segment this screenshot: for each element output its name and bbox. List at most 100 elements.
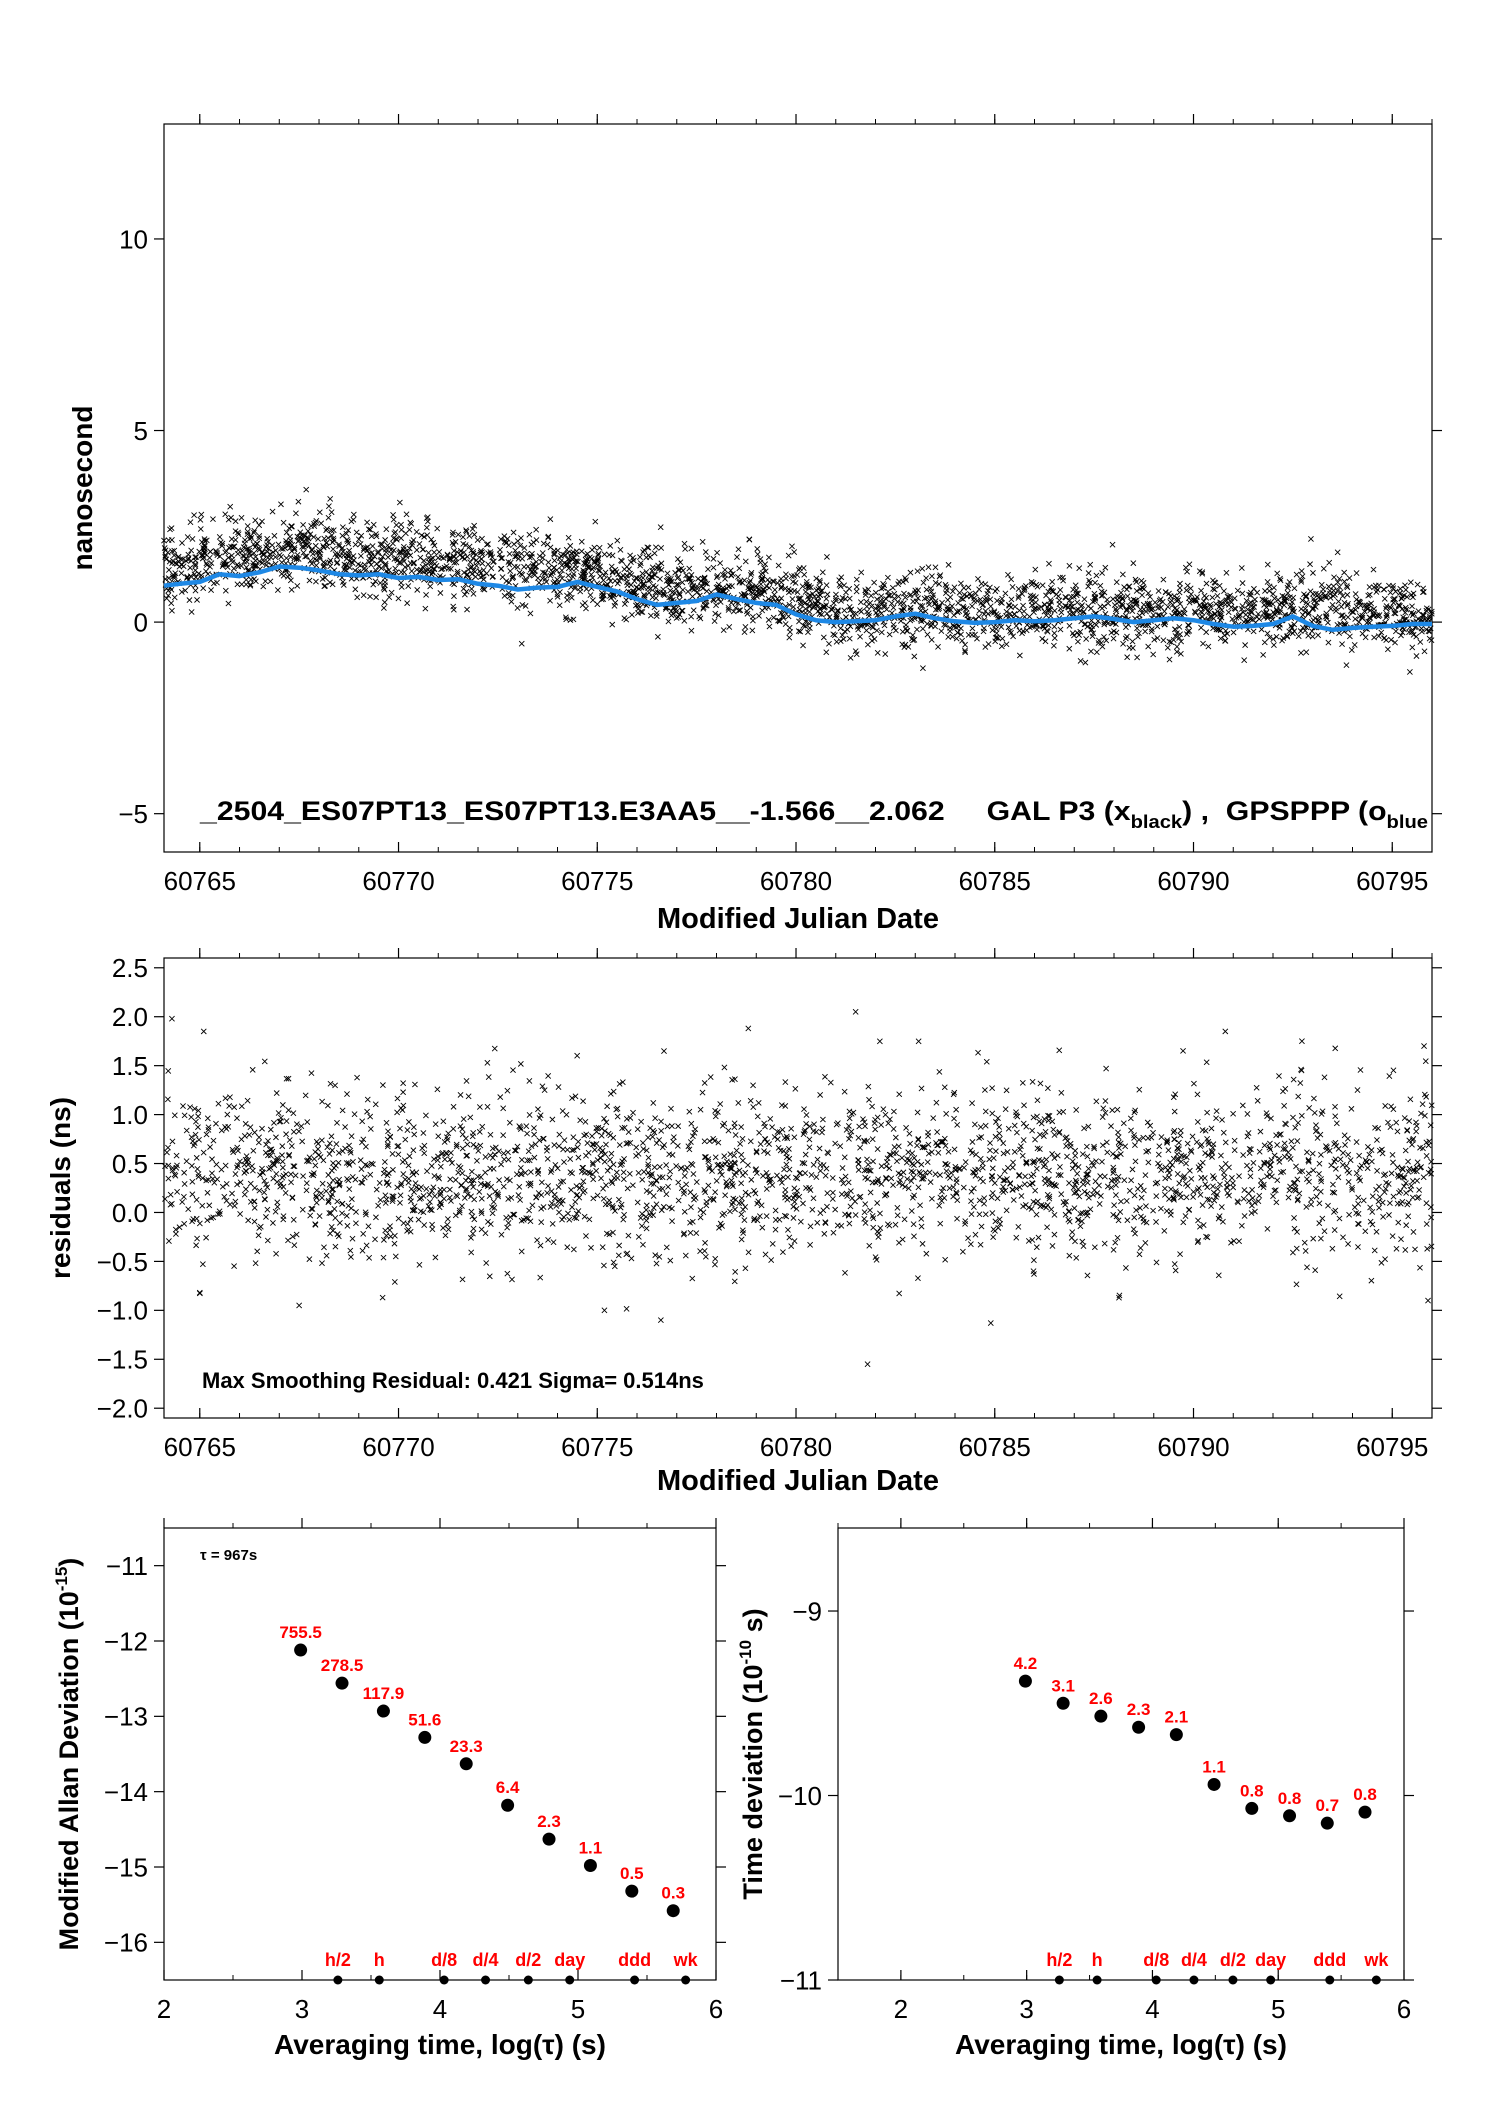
residual-point	[545, 1183, 551, 1189]
offset-point	[256, 522, 263, 529]
residual-point	[1110, 1246, 1117, 1253]
offset-point	[300, 549, 307, 556]
offset-point	[518, 640, 525, 647]
residual-point	[1150, 1129, 1156, 1136]
offset-point	[197, 526, 204, 532]
residual-point	[218, 1127, 225, 1134]
offset-point	[1331, 574, 1337, 581]
residual-point	[620, 1176, 627, 1183]
offset-point	[956, 608, 963, 615]
offset-point	[450, 603, 457, 610]
offset-point	[993, 586, 1000, 592]
offset-point	[559, 575, 565, 582]
offset-point	[905, 643, 912, 650]
residual-point	[1310, 1235, 1317, 1242]
residual-point	[951, 1146, 958, 1153]
residual-point	[555, 1184, 562, 1190]
residual-point	[1246, 1198, 1252, 1204]
offset-point	[1051, 635, 1058, 642]
residual-point	[1010, 1197, 1017, 1203]
offset-point	[1381, 635, 1387, 642]
offset-point	[1009, 584, 1016, 590]
residual-point	[523, 1123, 530, 1130]
residual-point	[1229, 1180, 1236, 1187]
offset-point	[1051, 630, 1058, 637]
offset-point	[327, 495, 334, 502]
offset-point	[260, 556, 267, 563]
offset-point	[339, 524, 346, 531]
offset-point	[977, 596, 984, 603]
offset-point	[800, 565, 807, 571]
offset-point	[1270, 609, 1277, 616]
offset-point	[1425, 606, 1432, 613]
residual-point	[165, 1068, 172, 1074]
residual-point	[850, 1109, 857, 1116]
residual-point	[598, 1175, 604, 1182]
residual-point	[803, 1112, 810, 1118]
offset-point	[914, 568, 921, 575]
residual-point	[349, 1235, 356, 1242]
residual-point	[981, 1087, 988, 1093]
offset-point	[243, 581, 250, 588]
residual-point	[538, 1205, 545, 1212]
offset-point	[837, 583, 844, 590]
offset-point	[1057, 605, 1064, 612]
residual-point	[627, 1114, 634, 1121]
residual-point	[682, 1252, 689, 1259]
offset-point	[1176, 623, 1183, 630]
offset-point	[746, 536, 753, 543]
residual-point	[1402, 1247, 1409, 1253]
offset-point	[1150, 612, 1157, 618]
residual-point	[1128, 1177, 1135, 1184]
residual-point	[272, 1208, 279, 1215]
residual-point	[279, 1152, 285, 1159]
residual-point	[162, 1163, 168, 1170]
residual-point	[465, 1093, 472, 1100]
offset-point	[222, 587, 229, 594]
residual-point	[1044, 1224, 1051, 1231]
residual-point	[969, 1100, 976, 1107]
offset-point	[1333, 607, 1339, 614]
offset-point	[269, 508, 276, 515]
residual-point	[193, 1242, 200, 1249]
offset-point	[1166, 656, 1173, 663]
offset-point	[259, 560, 266, 567]
residual-point	[633, 1144, 640, 1151]
residual-point	[802, 1170, 809, 1177]
residual-point	[1267, 1161, 1274, 1168]
residual-point	[1403, 1222, 1410, 1229]
residual-point	[452, 1177, 459, 1183]
offset-point	[219, 563, 226, 570]
residual-point	[1363, 1159, 1370, 1166]
residual-point	[1301, 1239, 1308, 1246]
residual-point	[203, 1131, 210, 1138]
residual-point	[911, 1192, 918, 1199]
offset-point	[352, 541, 359, 548]
residual-point	[1155, 1160, 1161, 1167]
residual-point	[834, 1222, 841, 1229]
residual-point	[1029, 1078, 1036, 1085]
residual-point	[332, 1243, 339, 1250]
residual-point	[722, 1192, 729, 1199]
residual-point	[852, 1212, 859, 1218]
residual-point	[1409, 1194, 1416, 1201]
residual-point	[681, 1208, 688, 1215]
offset-point	[1021, 587, 1027, 594]
offset-point	[232, 518, 239, 525]
offset-point	[785, 613, 792, 620]
offset-point	[427, 583, 434, 590]
offset-point	[710, 555, 717, 562]
residual-point	[252, 1260, 259, 1267]
offset-point	[507, 568, 514, 575]
residual-point	[1333, 1120, 1340, 1127]
residual-point	[527, 1169, 534, 1175]
residual-point	[1356, 1152, 1363, 1159]
offset-point	[1417, 639, 1424, 645]
residual-point	[1376, 1183, 1382, 1190]
residual-point	[1099, 1158, 1105, 1165]
residual-point	[1136, 1251, 1143, 1258]
offset-point	[1077, 628, 1084, 635]
residual-point	[1016, 1171, 1023, 1178]
offset-point	[1008, 596, 1015, 603]
residual-point	[328, 1167, 335, 1174]
